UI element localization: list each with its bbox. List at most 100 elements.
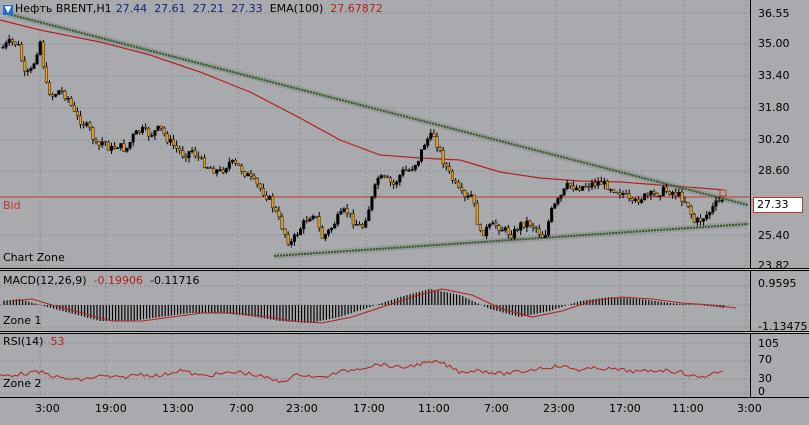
candle-body [416,160,420,166]
candle-body [426,138,430,146]
candle-body [57,90,61,95]
candle-body [224,168,228,173]
candle-body [466,196,470,198]
candle-body [277,210,281,218]
candle-body [720,200,724,202]
time-axis[interactable] [0,397,809,425]
price-tick: 31.80 [758,101,790,114]
candle-body [119,143,123,149]
candle-body [714,200,718,207]
candle-body [289,241,293,245]
macd-chart[interactable] [0,271,750,331]
macd-scale[interactable]: 0.9595 -1.13475 [751,271,809,333]
candle-body [652,191,656,194]
candle-body [60,90,64,92]
candle-body [559,194,563,199]
candle-body [413,164,417,170]
candle-body [556,198,560,204]
candle-body [494,222,498,226]
candle-body [137,130,141,133]
candle-body [540,233,544,238]
candle-body [562,188,566,196]
chart-header: ▼ Нефть BRENT,H1 27.44 27.61 27.21 27.33 EMA(1… [3,2,390,15]
rsi-label: RSI(14) [3,335,44,348]
candle-body [602,180,606,185]
candle-body [553,203,557,209]
candle-body [361,224,365,228]
candle-body [38,41,42,55]
price-scale[interactable]: 36.55 35.00 33.40 31.80 30.20 28.60 27.3… [751,0,809,272]
candle-body [29,68,33,71]
candle-body [227,161,231,169]
bid-price-tag: 27.33 [753,197,803,213]
candle-body [475,202,479,225]
candle-body [342,208,346,212]
candle-body [292,234,296,242]
candle-body [54,94,58,97]
candle-body [339,210,343,215]
candle-body [106,141,110,151]
time-tick: 7:00 [229,402,254,415]
candle-body [717,200,721,202]
candle-body [596,181,600,186]
candle-body [395,181,399,185]
high-value: 27.61 [154,2,186,15]
candle-body [444,163,448,167]
candle-body [69,98,73,106]
candle-body [624,193,628,195]
price-chart[interactable] [0,0,750,268]
candle-body [630,198,634,201]
menu-arrow-icon[interactable]: ▼ [3,5,13,15]
candle-body [345,208,349,214]
candle-body [547,221,551,236]
candle-body [230,159,234,163]
candle-body [525,220,529,228]
macd-tick: -1.13475 [758,320,808,333]
macd-value-signal: -0.11716 [150,274,200,287]
rsi-pane[interactable]: RSI(14) 53 Zone 2 [0,334,751,397]
rsi-tick: 30 [758,372,772,385]
candle-body [367,209,371,222]
candle-body [233,159,237,164]
candle-body [423,145,427,150]
candle-body [513,229,517,239]
candle-body [376,178,380,185]
candle-body [646,193,650,196]
candle-body [354,224,358,226]
candle-body [134,130,138,135]
candle-body [190,150,194,152]
zone-1-label: Zone 1 [3,314,42,327]
candle-body [537,228,541,235]
candle-body [255,178,259,185]
candle-body [351,213,355,226]
candle-body [125,147,129,152]
macd-pane[interactable]: MACD(12,26,9) -0.19906 -0.11716 Zone 1 [0,271,751,331]
candle-body [680,191,684,202]
candle-body [615,192,619,194]
price-tick: 33.40 [758,69,790,82]
candle-body [175,145,179,149]
candle-body [252,175,256,179]
candle-body [178,147,182,151]
candle-body [199,157,203,159]
candle-body [113,146,117,149]
time-tick: 23:00 [543,402,575,415]
candle-body [212,168,216,174]
candle-body [420,149,424,162]
ema-value: 27.67872 [330,2,383,15]
candle-body [568,182,572,187]
candle-body [32,63,36,69]
candle-body [109,146,113,151]
candle-body [389,177,393,183]
pane-splitter[interactable] [0,331,809,334]
candle-body [702,218,706,222]
candle-body [671,192,675,195]
candle-body [485,226,489,237]
time-tick: 11:00 [672,402,704,415]
pane-splitter[interactable] [0,268,809,271]
candle-body [184,156,188,158]
candle-body [4,42,8,48]
rsi-chart[interactable] [0,334,750,397]
rsi-scale[interactable]: 105 70 30 0 [751,334,809,398]
main-price-pane[interactable]: ▼ Нефть BRENT,H1 27.44 27.61 27.21 27.33 EMA(1… [0,0,751,268]
